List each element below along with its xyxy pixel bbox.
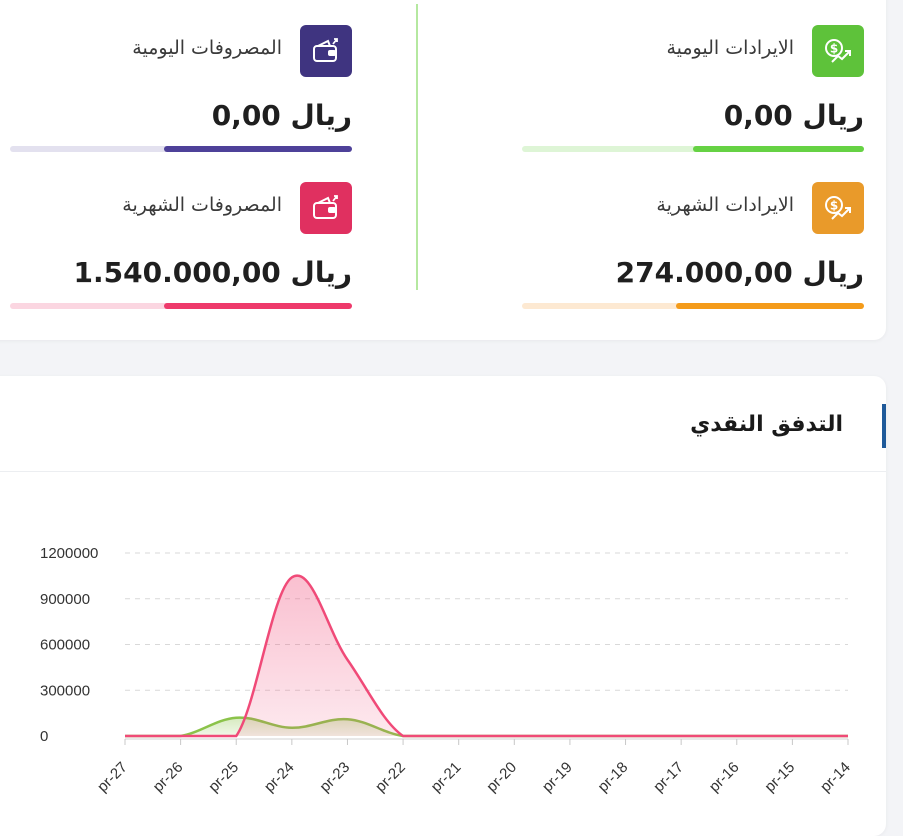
- daily-revenue-progress: [522, 146, 864, 152]
- daily-expenses-label: المصروفات اليومية: [132, 37, 282, 59]
- x-tick-label: pr-26: [150, 759, 187, 796]
- series-0-area: [125, 717, 848, 736]
- daily-expenses-progress: [10, 146, 352, 152]
- x-tick-label: pr-22: [372, 759, 409, 796]
- cash-flow-accent: [882, 404, 886, 448]
- svg-text:$: $: [830, 42, 838, 56]
- x-tick-label: pr-14: [817, 759, 854, 796]
- daily-revenue-label: الايرادات اليومية: [666, 37, 794, 59]
- cash-flow-title: التدفق النقدي: [690, 412, 843, 437]
- x-tick-label: pr-24: [261, 759, 298, 796]
- monthly-revenue-progress: [522, 303, 864, 309]
- series-1-line: [125, 574, 848, 738]
- monthly-revenue-stat: $ الايرادات الشهرية ريال 274.000,00: [522, 182, 864, 312]
- y-tick-label: 0: [40, 728, 48, 745]
- wallet-icon: [300, 25, 352, 77]
- y-tick-label: 1200000: [40, 545, 98, 562]
- x-tick-label: pr-17: [650, 759, 687, 796]
- daily-revenue-value: ريال 0,00: [723, 99, 864, 132]
- x-tick-label: pr-21: [428, 759, 465, 796]
- cash-flow-card: التدفق النقدي 1200000 900000 600000 300000 0…: [0, 376, 886, 836]
- cash-flow-header: التدفق النقدي: [0, 376, 886, 472]
- stats-card: $ الايرادات اليومية ريال 0,00 المصروفات …: [0, 0, 886, 340]
- monthly-revenue-label: الايرادات الشهرية: [656, 194, 794, 216]
- stats-divider: [416, 4, 418, 290]
- x-tick-label: pr-27: [94, 759, 131, 796]
- daily-expenses-value: ريال 0,00: [211, 99, 352, 132]
- monthly-expenses-value: ريال 1.540.000,00: [73, 256, 352, 289]
- x-tick-label: pr-25: [205, 759, 242, 796]
- monthly-expenses-progress: [10, 303, 352, 309]
- money-growth-icon: $: [812, 182, 864, 234]
- monthly-expenses-label: المصروفات الشهرية: [122, 194, 282, 216]
- x-tick-label: pr-20: [483, 759, 520, 796]
- x-tick-label: pr-19: [539, 759, 576, 796]
- x-tick-label: pr-16: [706, 759, 743, 796]
- y-tick-label: 600000: [40, 637, 90, 654]
- cash-flow-chart: 1200000 900000 600000 300000 0 pr-27 pr-26 pr-2…: [40, 545, 854, 796]
- money-growth-icon: $: [812, 25, 864, 77]
- y-tick-label: 300000: [40, 682, 90, 699]
- svg-text:$: $: [830, 199, 838, 213]
- x-tick-label: pr-23: [316, 759, 353, 796]
- daily-expenses-stat: المصروفات اليومية ريال 0,00: [10, 25, 352, 155]
- x-tick-label: pr-15: [761, 759, 798, 796]
- series-1-area: [125, 575, 848, 736]
- daily-revenue-stat: $ الايرادات اليومية ريال 0,00: [522, 25, 864, 155]
- wallet-icon: [300, 182, 352, 234]
- x-tick-label: pr-18: [595, 759, 632, 796]
- monthly-revenue-value: ريال 274.000,00: [615, 256, 864, 289]
- y-tick-label: 900000: [40, 591, 90, 608]
- monthly-expenses-stat: المصروفات الشهرية ريال 1.540.000,00: [10, 182, 352, 312]
